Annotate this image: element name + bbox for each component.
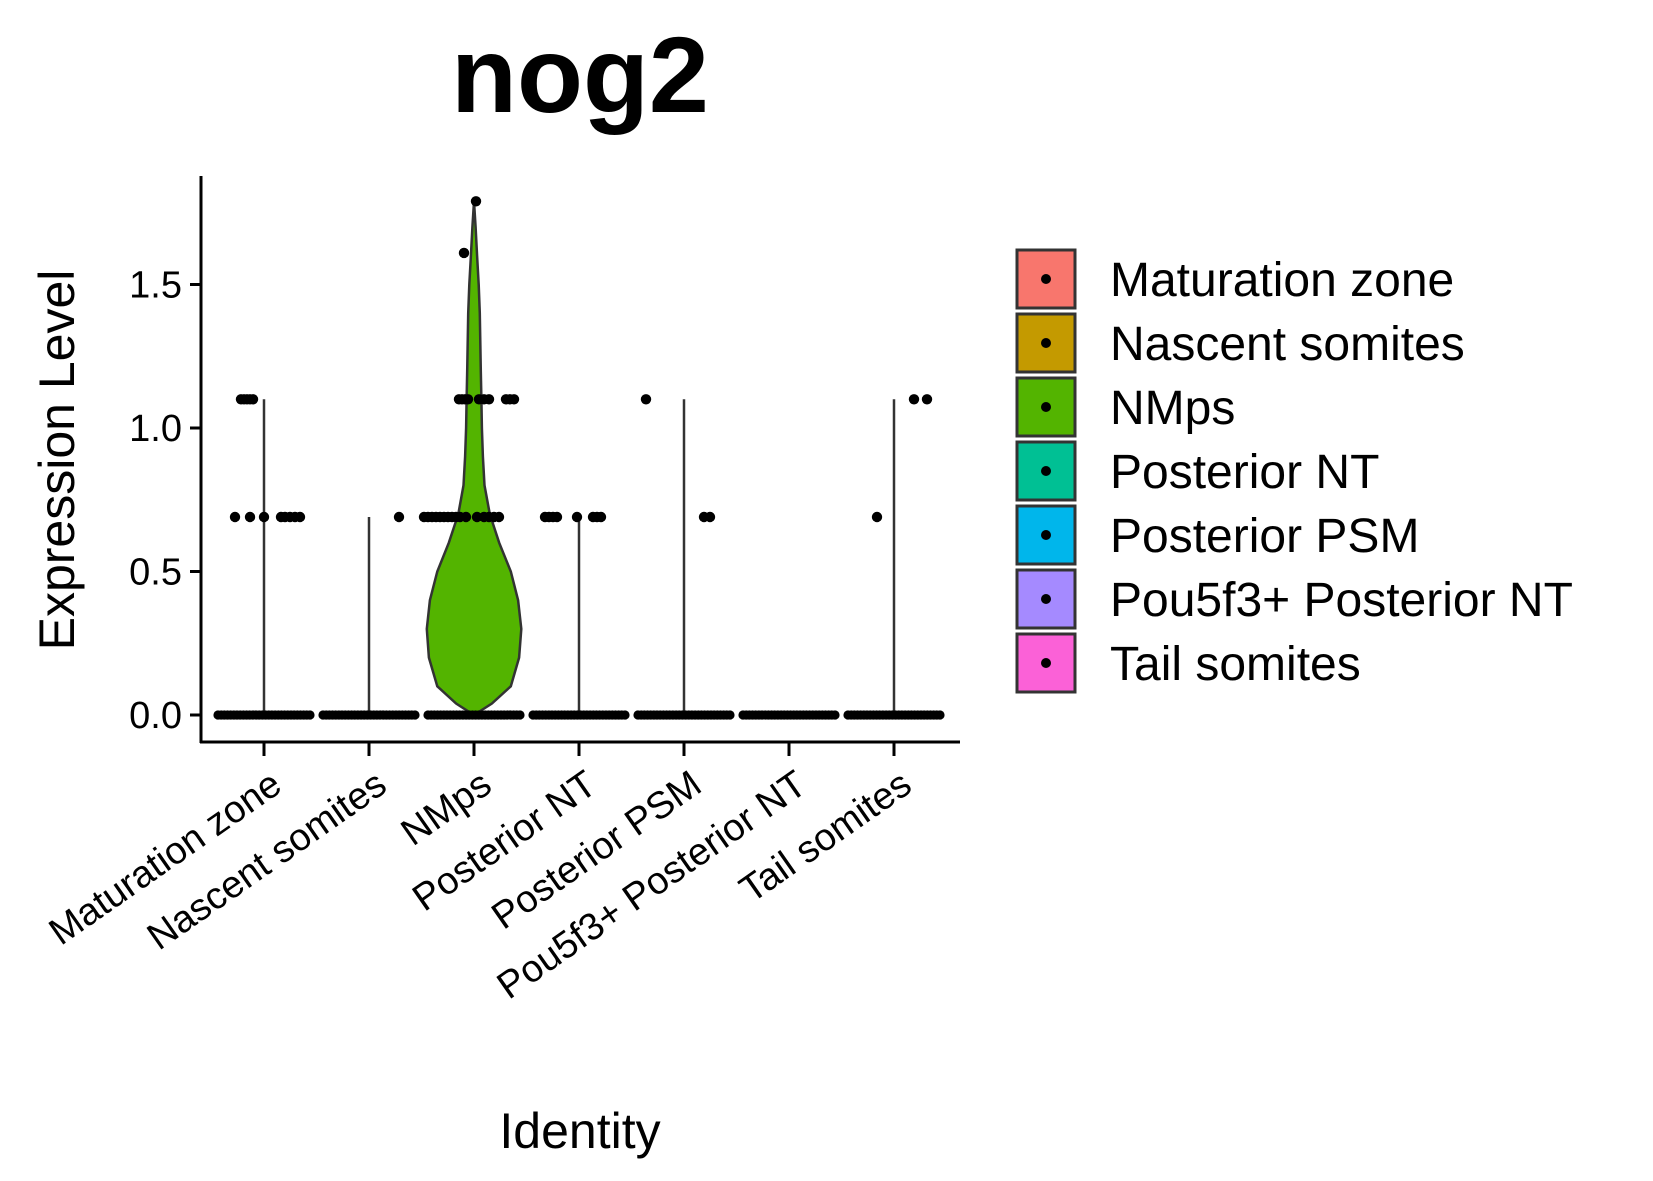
point-maturation-zone	[247, 394, 259, 405]
point-posterior-psm	[640, 394, 652, 405]
point-nmps	[460, 511, 472, 523]
point-maturation-zone	[258, 511, 270, 523]
legend-key-dot	[1041, 402, 1051, 412]
legend-label-maturation-zone: Maturation zone	[1110, 254, 1454, 307]
point-pou5f3-posterior-nt	[830, 710, 840, 720]
legend-label-posterior-nt: Posterior NT	[1110, 446, 1379, 499]
x-axis-title: Identity	[499, 1103, 660, 1159]
point-nmps	[515, 710, 525, 720]
y-axis-title: Expression Level	[29, 270, 85, 651]
point-maturation-zone	[305, 710, 315, 720]
legend-label-tail-somites: Tail somites	[1110, 638, 1361, 691]
point-maturation-zone	[244, 511, 256, 523]
point-tail-somites	[908, 394, 920, 405]
point-nascent-somites	[410, 710, 420, 720]
point-posterior-nt	[551, 511, 563, 523]
legend-key-dot	[1041, 338, 1051, 348]
y-tick-label: 0.5	[129, 552, 182, 594]
point-nmps	[458, 247, 470, 259]
y-axis-ticks: 0.0 0.5 1.0 1.5	[129, 265, 201, 737]
legend-key-dot	[1041, 274, 1051, 284]
legend-key-posterior-psm	[1015, 504, 1077, 566]
legend-key-pou5f3-posterior-nt	[1015, 568, 1077, 630]
chart-title: nog2	[451, 14, 709, 135]
y-tick-label: 1.0	[129, 408, 182, 450]
point-nmps	[462, 394, 474, 405]
legend-label-nascent-somites: Nascent somites	[1110, 318, 1465, 371]
legend-key-dot	[1041, 658, 1051, 668]
violin-layer	[216, 201, 942, 717]
point-tail-somites	[871, 511, 883, 523]
point-nmps	[483, 394, 495, 405]
legend-key-dot	[1041, 466, 1051, 476]
point-posterior-psm	[704, 511, 716, 523]
y-tick-label: 1.5	[129, 265, 182, 307]
point-posterior-nt	[571, 511, 583, 523]
point-maturation-zone	[229, 511, 241, 523]
point-nmps	[493, 511, 505, 523]
point-layer	[213, 196, 945, 720]
point-posterior-psm	[725, 710, 735, 720]
legend-key-dot	[1041, 530, 1051, 540]
point-nmps	[470, 196, 482, 207]
point-tail-somites	[921, 394, 933, 405]
legend-key-dot	[1041, 594, 1051, 604]
legend-label-nmps: NMps	[1110, 382, 1235, 435]
point-posterior-nt	[595, 511, 607, 523]
point-posterior-nt	[620, 710, 630, 720]
legend-label-posterior-psm: Posterior PSM	[1110, 510, 1419, 563]
point-maturation-zone	[294, 511, 306, 523]
legend: Maturation zone Nascent somites NMps Poster…	[1015, 248, 1573, 694]
legend-label-pou5f3-posterior-nt: Pou5f3+ Posterior NT	[1110, 574, 1573, 627]
point-nascent-somites	[393, 511, 405, 523]
point-nmps	[508, 394, 520, 405]
violin-nmps	[425, 201, 523, 717]
plot-area	[213, 196, 945, 720]
point-tail-somites	[935, 710, 945, 720]
y-tick-label: 0.0	[129, 695, 182, 737]
